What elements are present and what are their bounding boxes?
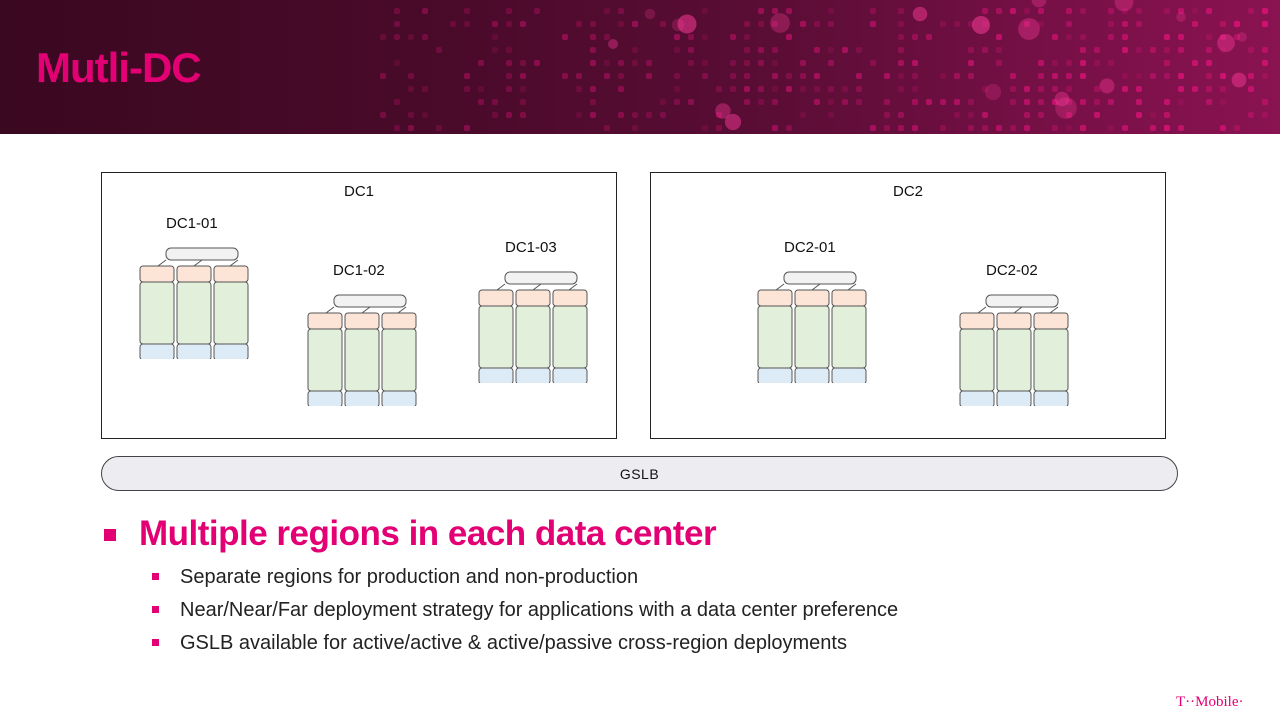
bullet-text: Near/Near/Far deployment strategy for ap… bbox=[180, 599, 899, 621]
tmobile-logo: T··Mobile· bbox=[1176, 694, 1244, 710]
gslb-bar: GSLB bbox=[101, 456, 1178, 491]
gslb-label: GSLB bbox=[619, 466, 660, 482]
slide-title: Mutli-DC bbox=[36, 44, 202, 91]
square-bullet-icon bbox=[152, 606, 159, 613]
banner-background-art bbox=[380, 0, 1268, 131]
square-bullet-icon bbox=[104, 529, 116, 541]
bullet-text: Separate regions for production and non-… bbox=[180, 566, 639, 588]
datacenter-dc1: DC1 DC1-01 DC1-02 DC1-03 bbox=[101, 172, 617, 439]
region-label: DC2-02 bbox=[986, 262, 1038, 279]
square-bullet-icon bbox=[152, 573, 159, 580]
region-label: DC1-03 bbox=[505, 239, 557, 256]
region-cluster-icon bbox=[959, 294, 1069, 411]
region-cluster-icon bbox=[757, 271, 867, 388]
region-cluster-icon bbox=[139, 247, 249, 364]
region-label: DC1-02 bbox=[333, 262, 385, 279]
region-label: DC2-01 bbox=[784, 239, 836, 256]
datacenter-dc2: DC2 DC2-01 DC2-02 bbox=[650, 172, 1166, 439]
square-bullet-icon bbox=[152, 639, 159, 646]
datacenter-label: DC1 bbox=[343, 183, 374, 200]
region-cluster-icon bbox=[307, 294, 417, 411]
region-label: DC1-01 bbox=[166, 215, 218, 232]
bullet-text: GSLB available for active/active & activ… bbox=[180, 632, 847, 654]
datacenter-label: DC2 bbox=[892, 183, 923, 200]
header-banner: Mutli-DC bbox=[0, 0, 1280, 134]
region-cluster-icon bbox=[478, 271, 588, 388]
main-heading: Multiple regions in each data center bbox=[139, 514, 717, 553]
